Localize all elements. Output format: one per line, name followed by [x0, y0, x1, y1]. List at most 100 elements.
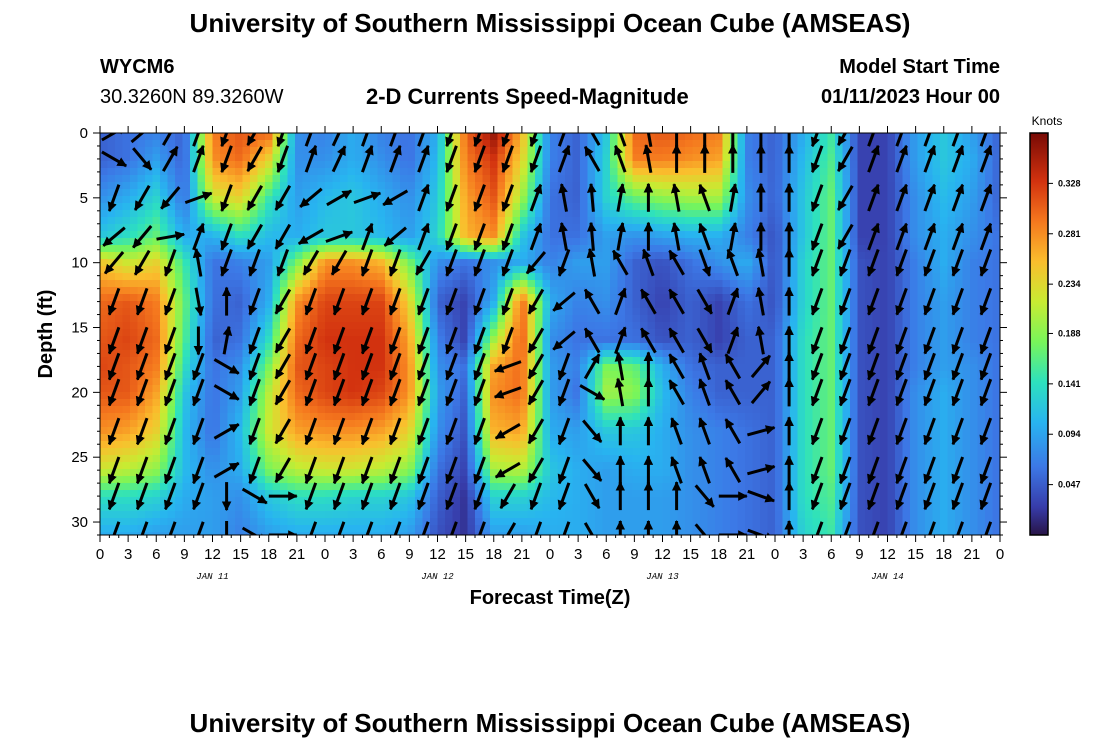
heat-cell	[160, 315, 169, 323]
heat-cell	[775, 161, 784, 169]
heat-cell	[902, 371, 911, 379]
heat-cell	[347, 350, 356, 358]
heat-cell	[955, 413, 964, 421]
heat-cell	[820, 406, 829, 414]
heat-cell	[947, 329, 956, 337]
heat-cell	[617, 210, 626, 218]
heat-cell	[550, 133, 559, 141]
heat-cell	[392, 175, 401, 183]
heat-cell	[640, 217, 649, 225]
heat-cell	[887, 175, 896, 183]
heat-cell	[317, 406, 326, 414]
heat-cell	[115, 343, 124, 351]
heat-cell	[347, 168, 356, 176]
heat-cell	[692, 154, 701, 162]
heat-cell	[775, 168, 784, 176]
heat-cell	[130, 392, 139, 400]
heat-cell	[557, 259, 566, 267]
heat-cell	[685, 231, 694, 239]
heat-cell	[437, 378, 446, 386]
heat-cell	[730, 322, 739, 330]
heat-cell	[220, 399, 229, 407]
heat-cell	[550, 140, 559, 148]
heat-cell	[137, 175, 146, 183]
heat-cell	[580, 245, 589, 253]
heat-cell	[542, 385, 551, 393]
heat-cell	[227, 259, 236, 267]
heat-cell	[362, 203, 371, 211]
heat-cell	[437, 399, 446, 407]
heat-cell	[655, 343, 664, 351]
heat-cell	[422, 154, 431, 162]
heat-cell	[355, 336, 364, 344]
heat-cell	[797, 273, 806, 281]
heat-cell	[235, 308, 244, 316]
heat-cell	[880, 231, 889, 239]
heat-cell	[295, 315, 304, 323]
heat-cell	[422, 343, 431, 351]
heat-cell	[317, 364, 326, 372]
heat-cell	[565, 413, 574, 421]
heat-cell	[542, 413, 551, 421]
heat-cell	[655, 371, 664, 379]
heat-cell	[355, 217, 364, 225]
heat-cell	[407, 182, 416, 190]
heat-cell	[115, 392, 124, 400]
heat-cell	[977, 287, 986, 295]
heat-cell	[595, 224, 604, 232]
heat-cell	[422, 238, 431, 246]
heat-cell	[205, 266, 214, 274]
heat-cell	[490, 357, 499, 365]
heat-cell	[895, 252, 904, 260]
heat-cell	[632, 420, 641, 428]
heat-cell	[445, 196, 454, 204]
heat-cell	[617, 238, 626, 246]
heat-cell	[917, 357, 926, 365]
heat-cell	[122, 147, 131, 155]
heat-cell	[775, 273, 784, 281]
heat-cell	[430, 252, 439, 260]
heat-cell	[107, 287, 116, 295]
heat-cell	[677, 154, 686, 162]
heat-cell	[302, 406, 311, 414]
heat-cell	[355, 399, 364, 407]
heat-cell	[985, 322, 994, 330]
heat-cell	[827, 357, 836, 365]
heat-cell	[175, 364, 184, 372]
heat-cell	[287, 406, 296, 414]
heat-cell	[782, 189, 791, 197]
heat-cell	[430, 147, 439, 155]
heat-cell	[400, 343, 409, 351]
heat-cell	[467, 308, 476, 316]
heat-cell	[587, 301, 596, 309]
heat-cell	[662, 133, 671, 141]
heat-cell	[295, 371, 304, 379]
heat-cell	[895, 168, 904, 176]
heat-cell	[895, 378, 904, 386]
heat-cell	[992, 287, 1000, 295]
heat-cell	[197, 217, 206, 225]
heat-cell	[160, 231, 169, 239]
heat-cell	[767, 224, 776, 232]
heat-cell	[910, 413, 919, 421]
heat-cell	[235, 203, 244, 211]
heat-cell	[512, 147, 521, 155]
heat-cell	[677, 385, 686, 393]
heat-cell	[940, 133, 949, 141]
heat-cell	[505, 406, 514, 414]
heat-cell	[520, 364, 529, 372]
heat-cell	[347, 203, 356, 211]
heat-cell	[460, 154, 469, 162]
heat-cell	[632, 336, 641, 344]
heat-cell	[715, 399, 724, 407]
heat-cell	[227, 133, 236, 141]
heat-cell	[722, 399, 731, 407]
heat-cell	[640, 385, 649, 393]
heat-cell	[940, 301, 949, 309]
heat-cell	[745, 287, 754, 295]
heat-cell	[265, 196, 274, 204]
heat-cell	[212, 406, 221, 414]
heat-cell	[235, 252, 244, 260]
heat-cell	[310, 182, 319, 190]
heat-cell	[370, 266, 379, 274]
